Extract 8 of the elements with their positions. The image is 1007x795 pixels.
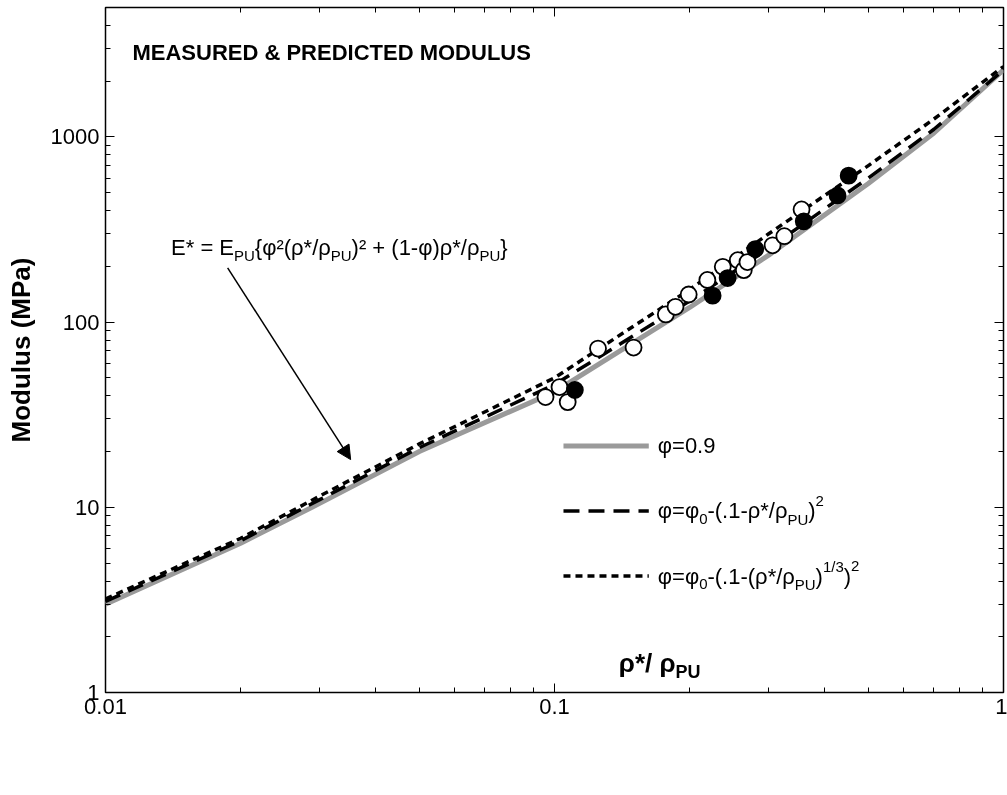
x-tick-label: 0.1 bbox=[539, 693, 570, 719]
y-tick-label: 100 bbox=[62, 309, 100, 335]
y-tick-label: 10 bbox=[75, 494, 100, 520]
x-tick-label: 1 bbox=[995, 693, 1007, 719]
y-axis-title: Modulus (MPa) bbox=[5, 257, 36, 443]
legend-label: φ=0.9 bbox=[657, 433, 716, 459]
text: MEASURED & PREDICTED MODULUS bbox=[132, 39, 531, 65]
y-tick-label: 1000 bbox=[50, 124, 100, 150]
